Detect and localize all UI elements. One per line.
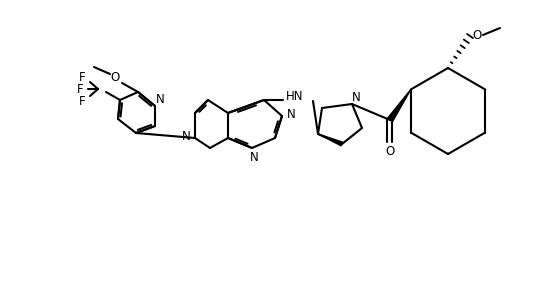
Text: O: O <box>473 28 482 41</box>
Text: F: F <box>79 70 85 83</box>
Text: F: F <box>79 94 85 107</box>
Text: N: N <box>181 130 190 142</box>
Polygon shape <box>388 89 411 122</box>
Polygon shape <box>318 134 343 146</box>
Text: O: O <box>385 144 395 157</box>
Text: F: F <box>77 83 83 96</box>
Text: O: O <box>110 70 120 83</box>
Text: HN: HN <box>286 89 304 102</box>
Text: N: N <box>156 93 165 105</box>
Text: N: N <box>352 91 361 104</box>
Text: N: N <box>250 150 258 163</box>
Text: N: N <box>287 107 295 120</box>
